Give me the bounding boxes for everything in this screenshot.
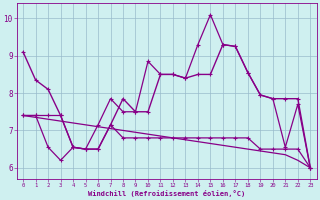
X-axis label: Windchill (Refroidissement éolien,°C): Windchill (Refroidissement éolien,°C) [88,190,245,197]
